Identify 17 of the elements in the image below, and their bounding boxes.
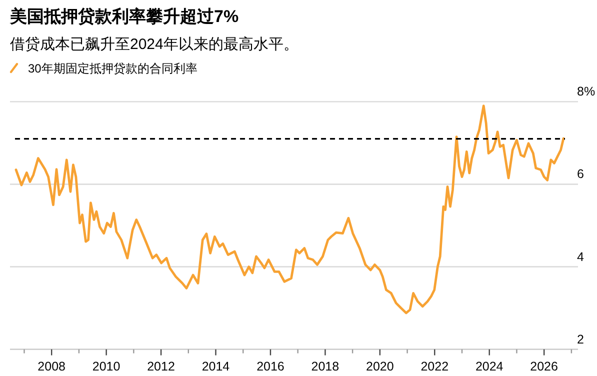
x-tick-label: 2022 bbox=[420, 359, 449, 374]
legend: 30年期固定抵押贷款的合同利率 bbox=[10, 62, 198, 76]
x-tick-label: 2020 bbox=[366, 359, 394, 374]
x-tick-label: 2026 bbox=[530, 359, 558, 374]
y-tick-label: 4 bbox=[577, 250, 584, 264]
y-tick-label: 6 bbox=[577, 167, 584, 182]
x-tick-label: 2008 bbox=[38, 359, 66, 374]
x-tick-label: 2018 bbox=[311, 359, 340, 374]
x-tick-label: 2012 bbox=[147, 359, 175, 374]
y-tick-label: 8% bbox=[577, 84, 596, 99]
x-tick-label: 2014 bbox=[202, 359, 230, 374]
x-tick-label: 2010 bbox=[92, 359, 120, 374]
chart-subtitle: 借贷成本已飙升至2024年以来的最高水平。 bbox=[10, 36, 298, 53]
chart-title: 美国抵押贷款利率攀升超过7% bbox=[9, 7, 239, 26]
x-tick-label: 2024 bbox=[475, 359, 504, 374]
y-tick-label: 2 bbox=[577, 332, 584, 346]
x-tick-label: 2016 bbox=[256, 359, 284, 374]
